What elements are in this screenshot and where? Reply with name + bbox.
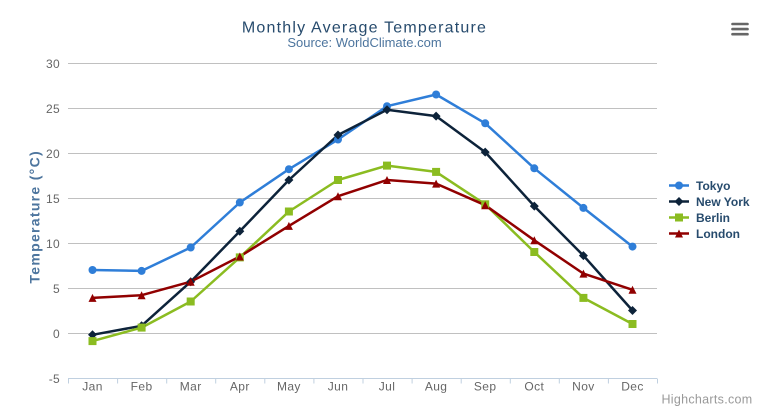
svg-text:25: 25 bbox=[46, 102, 60, 116]
svg-text:15: 15 bbox=[46, 192, 60, 206]
svg-text:Tokyo: Tokyo bbox=[696, 179, 730, 193]
svg-text:30: 30 bbox=[46, 57, 60, 71]
svg-text:May: May bbox=[277, 380, 301, 394]
svg-text:Jun: Jun bbox=[328, 380, 349, 394]
svg-text:Dec: Dec bbox=[621, 380, 644, 394]
svg-text:Oct: Oct bbox=[524, 380, 544, 394]
svg-text:0: 0 bbox=[53, 327, 60, 341]
svg-text:New York: New York bbox=[696, 195, 750, 209]
svg-text:Nov: Nov bbox=[572, 380, 595, 394]
svg-text:-5: -5 bbox=[49, 372, 60, 386]
svg-text:Mar: Mar bbox=[180, 380, 202, 394]
svg-text:Sep: Sep bbox=[474, 380, 497, 394]
svg-text:Jan: Jan bbox=[82, 380, 103, 394]
svg-text:London: London bbox=[696, 227, 740, 241]
svg-text:Berlin: Berlin bbox=[696, 211, 730, 225]
svg-text:Aug: Aug bbox=[425, 380, 448, 394]
svg-text:20: 20 bbox=[46, 147, 60, 161]
svg-text:Apr: Apr bbox=[230, 380, 250, 394]
svg-text:5: 5 bbox=[53, 282, 60, 296]
svg-text:Jul: Jul bbox=[379, 380, 396, 394]
svg-text:Feb: Feb bbox=[131, 380, 153, 394]
svg-text:10: 10 bbox=[46, 237, 60, 251]
svg-text:Source: WorldClimate.com: Source: WorldClimate.com bbox=[287, 35, 441, 50]
svg-text:Temperature (°C): Temperature (°C) bbox=[27, 150, 43, 283]
svg-text:Monthly Average Temperature: Monthly Average Temperature bbox=[242, 19, 487, 36]
svg-text:Highcharts.com: Highcharts.com bbox=[661, 393, 752, 407]
